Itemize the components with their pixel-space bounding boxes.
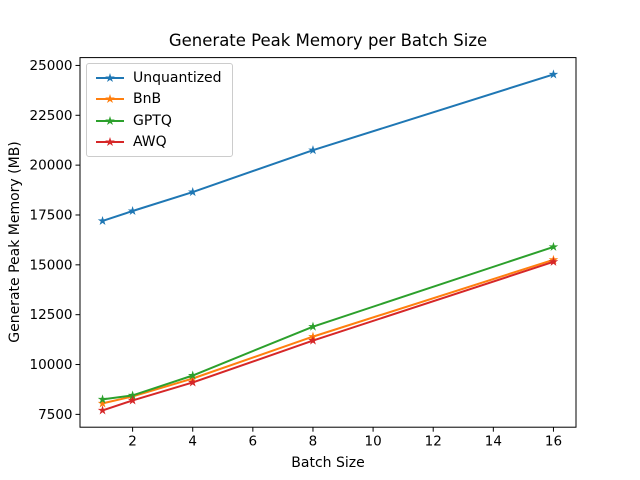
y-tick-label: 15000 bbox=[30, 257, 73, 273]
data-point-star-unquantized bbox=[548, 69, 559, 79]
data-point-star-awq bbox=[187, 377, 198, 387]
legend-label: GPTQ bbox=[133, 112, 172, 129]
legend-entry-awq: AWQ bbox=[87, 132, 232, 154]
legend-label: Unquantized bbox=[133, 69, 222, 86]
data-point-star-unquantized bbox=[127, 206, 138, 216]
legend-entry-unquantized: Unquantized bbox=[87, 67, 232, 89]
legend-label: BnB bbox=[133, 91, 162, 108]
chart-title: Generate Peak Memory per Batch Size bbox=[168, 31, 488, 50]
legend-entry-bnb: BnB bbox=[87, 89, 232, 111]
x-tick-label: 16 bbox=[545, 434, 562, 450]
data-point-star-unquantized bbox=[97, 215, 108, 226]
y-tick-label: 17500 bbox=[30, 207, 73, 223]
line-star-swatch bbox=[96, 94, 124, 104]
data-point-star-awq bbox=[127, 395, 138, 405]
line-star-swatch bbox=[96, 137, 124, 147]
x-tick-label: 4 bbox=[188, 434, 197, 450]
x-tick-label: 8 bbox=[309, 434, 318, 450]
x-tick-label: 10 bbox=[364, 434, 381, 450]
series-line-bnb bbox=[102, 258, 554, 405]
y-axis-label: Generate Peak Memory (MB) bbox=[7, 141, 23, 343]
data-point-star-bnb bbox=[97, 398, 108, 408]
series-line-gptq bbox=[102, 245, 554, 401]
y-tick-label: 12500 bbox=[30, 307, 73, 323]
x-tick-label: 2 bbox=[128, 434, 137, 450]
line-star-swatch bbox=[96, 115, 124, 125]
y-tick-label: 22500 bbox=[30, 108, 73, 124]
legend: Unquantized BnB GPTQ AWQ bbox=[86, 63, 233, 157]
data-point-star-unquantized bbox=[187, 187, 198, 197]
line-star-swatch bbox=[96, 72, 124, 82]
x-tick-label: 6 bbox=[249, 434, 258, 450]
data-point-star-awq bbox=[548, 256, 559, 266]
data-point-star-gptq bbox=[308, 321, 318, 331]
x-tick-label: 12 bbox=[425, 434, 442, 450]
data-point-star-gptq bbox=[187, 370, 198, 380]
data-point-star-gptq bbox=[127, 390, 138, 400]
legend-label: AWQ bbox=[133, 134, 167, 151]
y-tick-label: 25000 bbox=[30, 58, 73, 74]
y-tick-label: 7500 bbox=[38, 407, 72, 423]
data-point-star-awq bbox=[308, 335, 318, 345]
legend-entry-gptq: GPTQ bbox=[87, 110, 232, 132]
data-point-star-unquantized bbox=[308, 145, 318, 155]
data-point-star-gptq bbox=[548, 241, 559, 251]
y-tick-label: 10000 bbox=[30, 357, 73, 373]
data-point-star-awq bbox=[97, 405, 108, 415]
y-tick-label: 20000 bbox=[30, 158, 73, 174]
plot-border bbox=[79, 57, 577, 428]
x-axis-label: Batch Size bbox=[291, 455, 365, 471]
series-line-awq bbox=[102, 260, 554, 412]
data-point-star-gptq bbox=[97, 394, 108, 404]
x-tick-label: 14 bbox=[485, 434, 502, 450]
